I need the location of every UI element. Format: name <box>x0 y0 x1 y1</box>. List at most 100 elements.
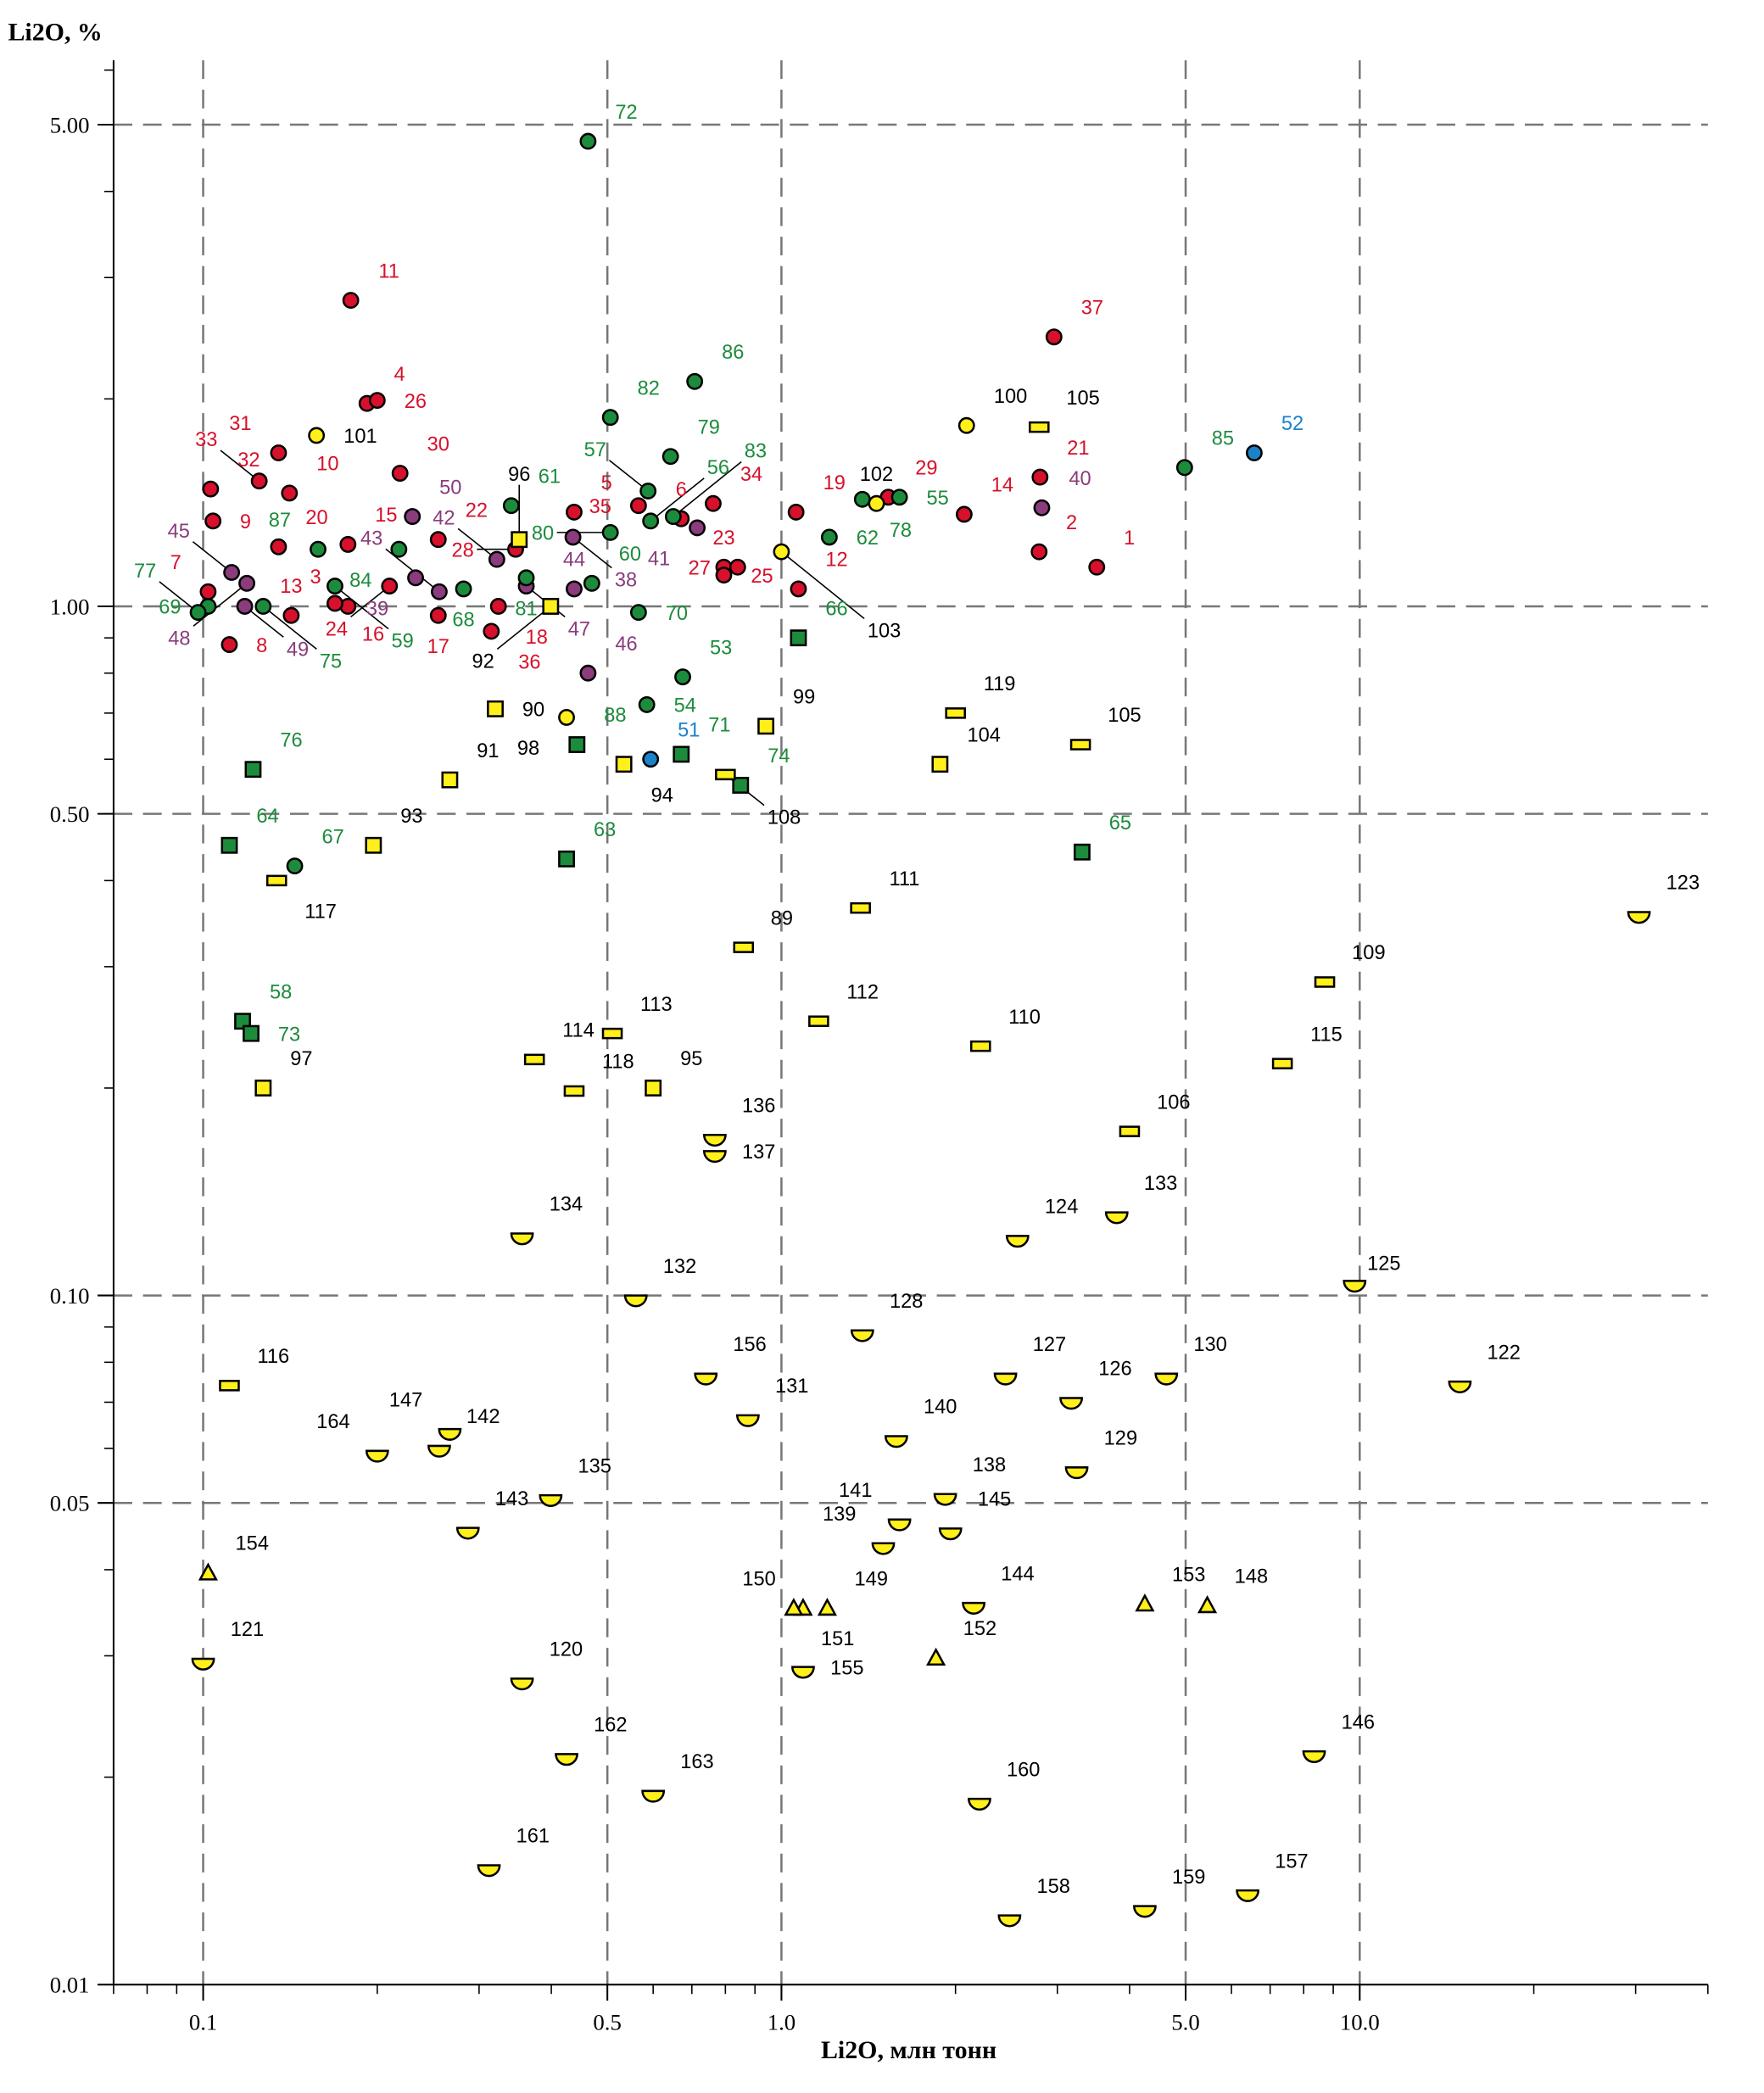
point-marker-bar <box>715 768 736 781</box>
y-tick-label: 0.50 <box>50 801 90 827</box>
point-marker-bar <box>969 1040 991 1052</box>
data-point: 91 <box>441 740 500 789</box>
point-label: 134 <box>550 1194 583 1216</box>
point-label: 8 <box>256 635 267 657</box>
point-label: 147 <box>389 1389 422 1411</box>
data-point: 124 <box>1005 1197 1078 1248</box>
data-point: 27 <box>689 557 746 579</box>
point-label: 81 <box>515 598 537 620</box>
point-label: 59 <box>392 631 414 653</box>
data-point: 116 <box>219 1346 289 1392</box>
data-point: 44 <box>563 550 585 598</box>
point-label: 13 <box>280 576 302 598</box>
point-marker-semicircle <box>736 1414 760 1427</box>
point-marker-circle <box>236 598 254 615</box>
data-point: 24 <box>326 578 399 640</box>
point-marker-circle <box>308 427 326 444</box>
point-marker-circle <box>790 580 807 598</box>
point-marker-bar <box>1028 421 1050 433</box>
point-marker-semicircle <box>993 1372 1018 1386</box>
point-marker-circle <box>642 751 660 768</box>
point-marker-circle <box>223 564 241 581</box>
data-point: 30 <box>391 433 449 482</box>
data-point: 106 <box>1119 1091 1191 1137</box>
data-point: 114 <box>523 1020 595 1066</box>
data-point: 132 <box>623 1256 696 1308</box>
data-point: 96 <box>508 464 530 549</box>
data-point: 126 <box>1059 1359 1132 1410</box>
point-marker-semicircle <box>962 1601 985 1615</box>
point-label: 16 <box>362 624 384 646</box>
point-marker-semicircle <box>427 1444 451 1458</box>
point-label: 73 <box>278 1024 300 1046</box>
point-marker-semicircle <box>938 1527 963 1541</box>
point-label: 7 <box>170 552 181 574</box>
point-marker-circle <box>787 503 805 521</box>
data-point: 10 <box>281 454 339 502</box>
point-label: 148 <box>1235 1566 1268 1588</box>
point-label: 70 <box>666 603 688 625</box>
point-marker-semicircle <box>1448 1380 1472 1393</box>
data-point: 62 <box>820 527 879 550</box>
point-marker-circle <box>407 569 424 587</box>
point-label: 105 <box>1066 388 1099 410</box>
point-label: 49 <box>287 639 309 661</box>
data-point: 94 <box>615 756 673 807</box>
point-marker-circle <box>342 292 360 310</box>
point-label: 50 <box>439 477 461 499</box>
data-point: 127 <box>993 1334 1066 1386</box>
point-label: 150 <box>742 1568 775 1590</box>
point-marker-bar <box>601 1027 623 1040</box>
point-label: 88 <box>604 705 626 727</box>
point-label: 44 <box>563 550 585 572</box>
point-marker-circle <box>489 598 507 615</box>
point-label: 80 <box>532 523 554 545</box>
point-marker-circle <box>890 488 908 506</box>
data-point: 58 <box>234 981 292 1030</box>
point-marker-circle <box>1031 468 1049 486</box>
data-point: 21 <box>1031 438 1090 486</box>
point-label: 19 <box>823 472 846 494</box>
data-point: 80 <box>532 523 619 545</box>
data-point: 156 <box>694 1334 767 1386</box>
point-label: 91 <box>477 740 499 762</box>
point-label: 60 <box>619 544 641 566</box>
point-marker-semicircle <box>539 1493 563 1507</box>
point-label: 20 <box>305 507 327 529</box>
point-label: 18 <box>526 627 548 649</box>
point-marker-semicircle <box>1236 1889 1260 1902</box>
data-point: 3 <box>310 567 357 615</box>
data-point: 130 <box>1154 1334 1227 1386</box>
data-point: 151 <box>784 1597 854 1650</box>
point-marker-semicircle <box>1059 1397 1083 1410</box>
point-marker-square <box>220 836 238 854</box>
data-point: 52 <box>1245 413 1303 461</box>
data-point: 84 <box>349 540 408 592</box>
data-point: 83 <box>664 441 767 526</box>
data-point: 113 <box>601 994 673 1040</box>
point-label: 85 <box>1212 428 1234 450</box>
point-label: 121 <box>231 1619 264 1641</box>
data-point: 13 <box>280 576 303 624</box>
point-label: 74 <box>768 745 790 767</box>
point-label: 139 <box>823 1504 856 1526</box>
label-leader-line <box>262 606 317 650</box>
point-marker-circle <box>429 606 447 624</box>
point-marker-circle <box>270 538 287 555</box>
data-point: 137 <box>703 1141 775 1164</box>
data-point: 121 <box>191 1619 264 1671</box>
point-label: 39 <box>366 598 388 620</box>
point-label: 41 <box>648 549 670 571</box>
point-marker-square <box>568 736 586 753</box>
data-point: 134 <box>510 1194 583 1246</box>
data-point: 125 <box>1343 1253 1401 1293</box>
point-marker-square <box>511 531 528 549</box>
point-label: 75 <box>320 650 342 673</box>
data-point: 75 <box>254 598 342 673</box>
point-label: 42 <box>433 508 455 530</box>
point-marker-circle <box>204 512 222 530</box>
data-point: 45 <box>168 521 241 581</box>
point-marker-circle <box>1245 444 1263 461</box>
point-marker-circle <box>601 523 619 541</box>
point-marker-semicircle <box>191 1657 215 1671</box>
